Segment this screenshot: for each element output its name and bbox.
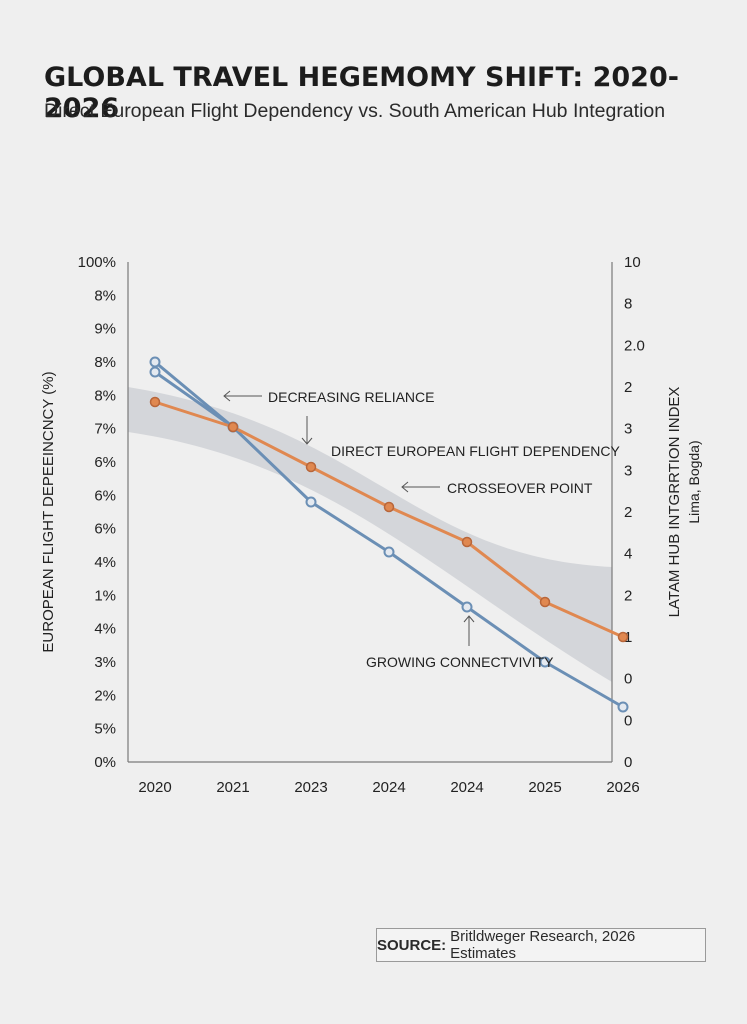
latam-point [539,596,551,608]
european-point [617,701,629,713]
left-tick-label: 6% [94,487,116,504]
left-tick-label: 5% [94,721,116,738]
latam-point [617,631,629,643]
x-tick-label: 2024 [450,779,483,796]
annotation-growing-connectivity: GROWING CONNECTVIVITY [366,654,554,670]
right-tick-label: 0 [624,712,632,729]
source-label: SOURCE: [377,936,447,954]
european-point [149,356,161,368]
latam-point [149,396,161,408]
left-tick-label: 4% [94,554,116,571]
right-tick-label: 10 [624,254,641,271]
annotation-arrowhead-down [301,437,313,445]
source-box: SOURCE: Britldweger Research, 2026 Estim… [376,928,706,962]
x-tick-label: 2020 [138,779,171,796]
annotation-crossover-point: CROSSEOVER POINT [447,480,593,496]
european-start-series-line [154,360,234,429]
right-tick-label: 2 [624,504,632,521]
tick-labels: 100% 8% 9% 8% 8% 7% 6% 6% 6% 4% 1% 4% 3% 2% 5% 0% 10 8 2.0… [78,254,645,796]
x-tick-label: 2023 [294,779,327,796]
left-tick-label: 100% [78,254,116,271]
latam-point [461,536,473,548]
left-tick-label: 6% [94,454,116,471]
european-point [305,496,317,508]
series [149,356,629,713]
uncertainty-band [128,387,612,682]
annotation-arrowhead-growing [463,615,475,623]
band-area [128,387,612,682]
x-tick-label: 2021 [216,779,249,796]
chart-subtitle: Direct European Flight Dependency vs. So… [44,100,666,122]
latam-point [227,421,239,433]
left-tick-label: 8% [94,354,116,371]
left-tick-label: 8% [94,387,116,404]
right-tick-label: 0 [624,671,632,688]
annotations: DECREASING RELIANCE DIRECT EUROPEAN FLIG… [223,389,621,670]
axes [127,262,613,763]
left-tick-label: 8% [94,287,116,304]
y-axis-label-right-sub: Lima, Bogda) [686,440,702,523]
annotation-arrowhead-crossover [401,481,409,493]
latam-point [383,501,395,513]
european-point [383,546,395,558]
european-point [149,366,161,378]
right-tick-label: 8 [624,296,632,313]
x-tick-label: 2026 [606,779,639,796]
left-tick-label: 4% [94,621,116,638]
european-point [461,601,473,613]
y-axis-label-right: LATAM HUB INTGRRTION INDEX [666,387,683,618]
right-tick-label: 2 [624,587,632,604]
annotation-direct-european: DIRECT EUROPEAN FLIGHT DEPENDENCY [331,443,621,459]
chart-title: GLOBAL TRAVEL HEGEMOMY SHIFT: 2020-2026 [44,62,679,124]
right-tick-label: 3 [624,421,632,438]
left-tick-label: 7% [94,421,116,438]
left-tick-label: 1% [94,587,116,604]
left-tick-label: 2% [94,687,116,704]
x-tick-label: 2025 [528,779,561,796]
right-tick-label: 2.0 [624,337,645,354]
annotation-decreasing-reliance: DECREASING RELIANCE [268,389,434,405]
annotation-arrowhead-decreasing [223,390,231,402]
right-tick-label: 0 [624,754,632,771]
left-tick-label: 3% [94,654,116,671]
x-tick-label: 2024 [372,779,405,796]
right-tick-label: 2 [624,379,632,396]
left-tick-label: 0% [94,754,116,771]
source-text: Britldweger Research, 2026 Estimates [450,928,636,962]
right-tick-label: 3 [624,462,632,479]
y-axis-label-left: EUROPEAN FLIGHT DEPEEINCNCY (%) [40,371,57,652]
left-tick-label: 9% [94,321,116,338]
right-tick-label: 4 [624,546,632,563]
latam-point [305,461,317,473]
left-tick-label: 6% [94,521,116,538]
european-point [539,656,551,668]
